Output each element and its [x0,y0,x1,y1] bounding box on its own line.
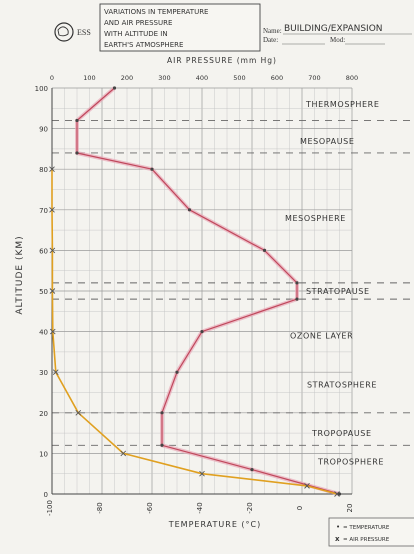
bottom-tick-label: 20 [346,504,354,513]
top-tick-label: 700 [308,74,320,82]
bottom-tick-label: -100 [46,500,54,516]
layer-label: STRATOPAUSE [306,287,370,296]
pressure-point [49,166,55,173]
temperature-point [75,151,79,155]
pressure-point [199,470,205,477]
y-tick-label: 40 [39,329,48,337]
pressure-point [49,247,56,254]
temperature-point [295,281,299,285]
legend-marker-temperature: • [336,523,340,531]
bottom-tick-label: -20 [246,502,254,513]
y-axis-title: ALTITUDE (KM) [15,235,25,314]
y-tick-label: 10 [39,450,48,458]
chart-grid [51,87,353,495]
logo-text: ESS [77,28,91,37]
y-tick-label: 30 [39,369,48,377]
temperature-line [76,87,340,495]
layer-labels: THERMOSPHERE MESOPAUSE MESOSPHERE STRATOPAU… [285,100,384,467]
pressure-point [49,206,55,213]
top-tick-label: 200 [121,74,133,82]
name-value: BUILDING/EXPANSION [284,24,383,34]
ess-logo: ESS [54,22,91,42]
y-tick-label: 100 [35,85,48,93]
layer-label: TROPOPAUSE [311,429,372,438]
top-tick-label: 600 [271,74,283,82]
temperature-point [160,411,164,415]
bottom-axis-title: TEMPERATURE (°C) [168,520,262,529]
legend-label-pressure: = AIR PRESSURE [343,537,390,543]
top-tick-label: 800 [346,74,358,82]
bottom-tick-label: -40 [196,502,204,513]
pressure-point [52,369,59,376]
name-label: Name: [263,27,282,35]
top-tick-label: 400 [196,74,208,82]
y-tick-label: 0 [44,491,48,499]
layer-label: STRATOSPHERE [307,380,377,389]
legend-label-temperature: = TEMPERATURE [343,525,390,531]
top-tick-label: 500 [233,74,245,82]
y-tick-label: 90 [39,126,48,134]
pressure-point [75,409,82,416]
y-tick-label: 20 [39,410,48,418]
top-tick-label: 300 [158,74,170,82]
temperature-point [150,167,154,171]
layer-label: MESOSPHERE [285,214,346,223]
top-axis-title: AIR PRESSURE (mm Hg) [167,56,277,65]
temperature-point [337,492,342,496]
legend: • = TEMPERATURE x = AIR PRESSURE [328,517,414,547]
chart-series [49,86,342,497]
layer-label: OZONE LAYER [290,332,353,341]
temperature-point [200,330,204,334]
y-tick-label: 80 [39,166,48,174]
temperature-point [250,468,254,472]
legend-marker-pressure: x [335,535,340,543]
layer-label: MESOPAUSE [300,137,355,146]
y-tick-label: 50 [39,288,48,296]
date-label: Date: [263,36,278,44]
temperature-point [75,118,79,123]
y-tick-label: 70 [39,207,48,215]
temperature-point [262,248,267,252]
top-tick-label: 100 [83,74,95,82]
temperature-point [187,208,192,212]
pressure-point [49,328,56,335]
title-box [99,3,261,52]
temperature-point [112,86,117,90]
pressure-point [304,483,310,489]
pressure-point [334,491,340,497]
layer-label: THERMOSPHERE [305,100,380,109]
bottom-tick-label: 0 [296,506,304,510]
title-line-1: VARIATIONS IN TEMPERATURE [104,8,208,16]
top-tick-label: 0 [50,74,54,82]
layer-label: TROPOSPHERE [317,458,384,467]
bottom-tick-label: -60 [146,502,154,513]
pressure-point [120,450,127,457]
temperature-point [175,370,179,374]
pressure-point [49,288,56,294]
layer-boundaries [52,120,412,446]
title-line-2: AND AIR PRESSURE [104,19,172,27]
temperature-point [295,297,299,301]
temperature-point [160,443,164,447]
y-tick-label: 60 [39,247,48,255]
mod-label: Mod: [330,36,345,44]
bottom-tick-label: -80 [96,502,104,513]
title-line-4: EARTH'S ATMOSPHERE [104,41,183,49]
title-line-3: WITH ALTITUDE IN [104,30,168,38]
